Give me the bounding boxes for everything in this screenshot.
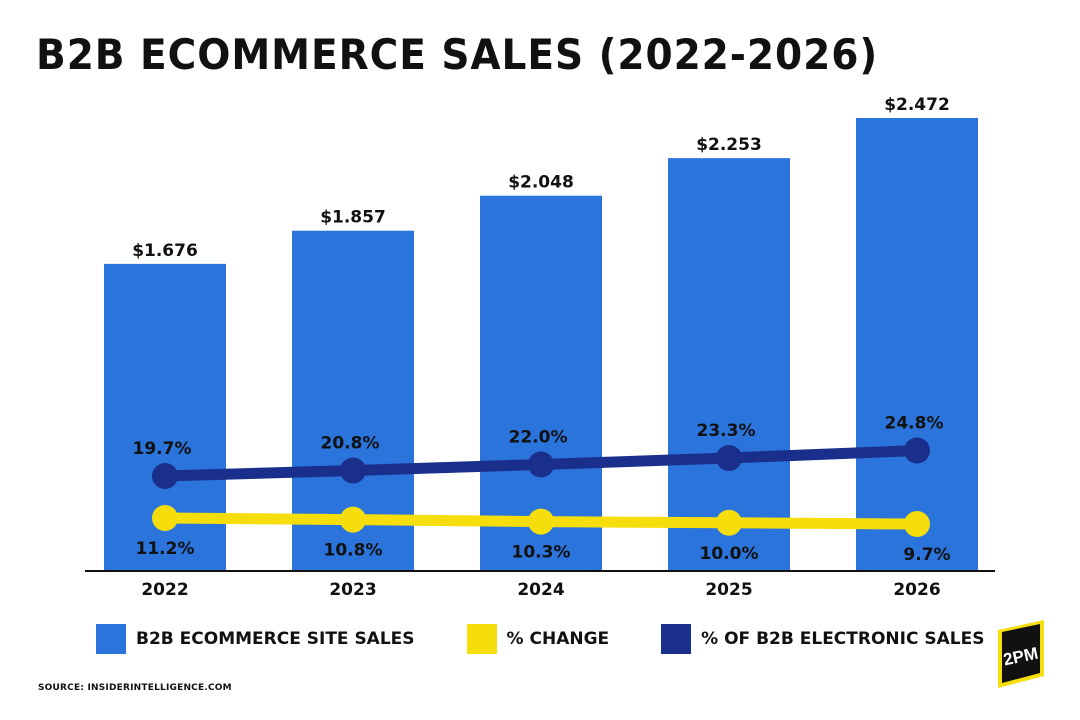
electronic-share-point-2022 xyxy=(152,463,178,489)
brand-logo: 2PM xyxy=(998,620,1044,688)
legend: B2B ECOMMERCE SITE SALES % CHANGE % OF B… xyxy=(96,624,984,654)
bar-2024 xyxy=(480,195,602,571)
legend-swatch-electronic-share xyxy=(661,624,692,654)
electronic-share-point-2025 xyxy=(716,445,742,471)
bar-2025 xyxy=(668,158,790,572)
bar-2026 xyxy=(856,118,978,571)
change-point-2024 xyxy=(528,508,554,535)
electronic-share-label-2022: 19.7% xyxy=(133,439,192,459)
legend-label-site-sales: B2B ECOMMERCE SITE SALES xyxy=(136,629,415,649)
change-label-2022: 11.2% xyxy=(136,539,195,559)
electronic-share-label-2026: 24.8% xyxy=(885,414,944,434)
electronic-share-label-2024: 22.0% xyxy=(509,428,568,448)
legend-label-electronic-share: % OF B2B ELECTRONIC SALES xyxy=(701,629,985,649)
electronic-share-point-2024 xyxy=(528,451,554,478)
change-label-2026: 9.7% xyxy=(903,545,950,565)
bar-value-label-2022: $1.676 xyxy=(132,241,198,261)
legend-label-change: % CHANGE xyxy=(506,629,610,649)
data-labels: $1.676 $1.857 $2.048 $2.253 $2.472 19.7% 20.8%… xyxy=(132,95,950,565)
change-label-2024: 10.3% xyxy=(512,543,571,563)
electronic-share-label-2023: 20.8% xyxy=(321,434,380,454)
chart-area: $1.676 $1.857 $2.048 $2.253 $2.472 19.7% 20.8%… xyxy=(85,95,995,600)
bar-value-label-2025: $2.253 xyxy=(696,135,762,155)
legend-swatch-change xyxy=(466,624,497,654)
line-series xyxy=(152,437,930,537)
electronic-share-point-2026 xyxy=(904,437,930,464)
legend-item-change: % CHANGE xyxy=(466,624,610,654)
bar-value-label-2026: $2.472 xyxy=(884,95,950,115)
x-tick-label-2024: 2024 xyxy=(517,580,564,600)
change-label-2025: 10.0% xyxy=(700,544,759,564)
x-tick-label-2023: 2023 xyxy=(329,580,376,600)
change-point-2025 xyxy=(716,509,742,536)
change-point-2023 xyxy=(340,506,366,533)
x-axis-ticks: 2022 2023 2024 2025 2026 xyxy=(141,580,940,600)
x-tick-label-2022: 2022 xyxy=(141,580,188,600)
logo-plate xyxy=(1002,624,1040,683)
electronic-share-label-2025: 23.3% xyxy=(697,421,756,441)
x-tick-label-2026: 2026 xyxy=(893,580,940,600)
source-note: SOURCE: INSIDERINTELLIGENCE.COM xyxy=(38,683,232,693)
chart-title: B2B ECOMMERCE SALES (2022-2026) xyxy=(36,30,879,79)
change-label-2023: 10.8% xyxy=(324,541,383,561)
change-point-2022 xyxy=(152,505,178,531)
x-tick-label-2025: 2025 xyxy=(705,580,752,600)
legend-item-site-sales: B2B ECOMMERCE SITE SALES xyxy=(96,624,415,654)
legend-swatch-site-sales xyxy=(96,624,126,654)
change-point-2026 xyxy=(904,511,930,537)
bar-series xyxy=(104,118,978,572)
electronic-share-point-2023 xyxy=(340,457,366,484)
bar-value-label-2024: $2.048 xyxy=(508,173,574,193)
bar-value-label-2023: $1.857 xyxy=(320,208,386,228)
legend-item-electronic-share: % OF B2B ELECTRONIC SALES xyxy=(661,624,984,654)
